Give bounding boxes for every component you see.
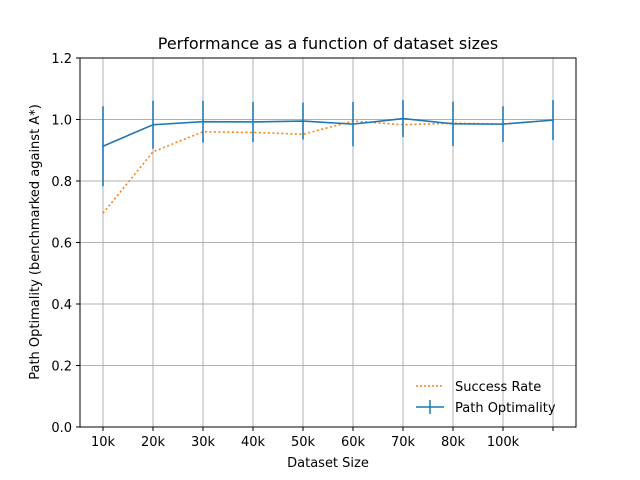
y-tick-label: 0.4: [51, 298, 72, 313]
x-tick-label: 40k: [241, 435, 266, 450]
x-tick-label: 70k: [391, 435, 416, 450]
y-tick-label: 1.2: [51, 52, 72, 67]
success-rate-line: [102, 119, 554, 214]
y-tick-label: 0.0: [51, 421, 72, 436]
x-tick-label: 20k: [141, 435, 166, 450]
x-tick-label: 60k: [341, 435, 366, 450]
x-tick-label: 30k: [191, 435, 216, 450]
chart-title: Performance as a function of dataset siz…: [158, 34, 498, 53]
x-tick-label: 50k: [291, 435, 316, 450]
grid: [80, 57, 576, 428]
x-tick-label: 100k: [487, 435, 520, 450]
ticks: 10k 20k 30k 40k 50k 60k 70k 80k 100k 0.0 0.2 0.4 0.6…: [51, 52, 554, 450]
series-layer: [102, 100, 554, 214]
x-tick-label: 10k: [91, 435, 116, 450]
y-tick-label: 0.8: [51, 175, 72, 190]
legend-path-optimality-label: Path Optimality: [455, 401, 556, 416]
x-tick-label: 80k: [441, 435, 466, 450]
legend-success-rate-label: Success Rate: [455, 380, 541, 395]
y-axis-label: Path Optimality (benchmarked against A*): [28, 104, 43, 380]
x-axis-label: Dataset Size: [287, 456, 369, 471]
y-tick-label: 0.2: [51, 360, 72, 375]
path-optimality-line: [102, 117, 554, 147]
y-tick-label: 0.6: [51, 237, 72, 252]
y-tick-label: 1.0: [51, 114, 72, 129]
legend: Success Rate Path Optimality: [416, 380, 556, 416]
